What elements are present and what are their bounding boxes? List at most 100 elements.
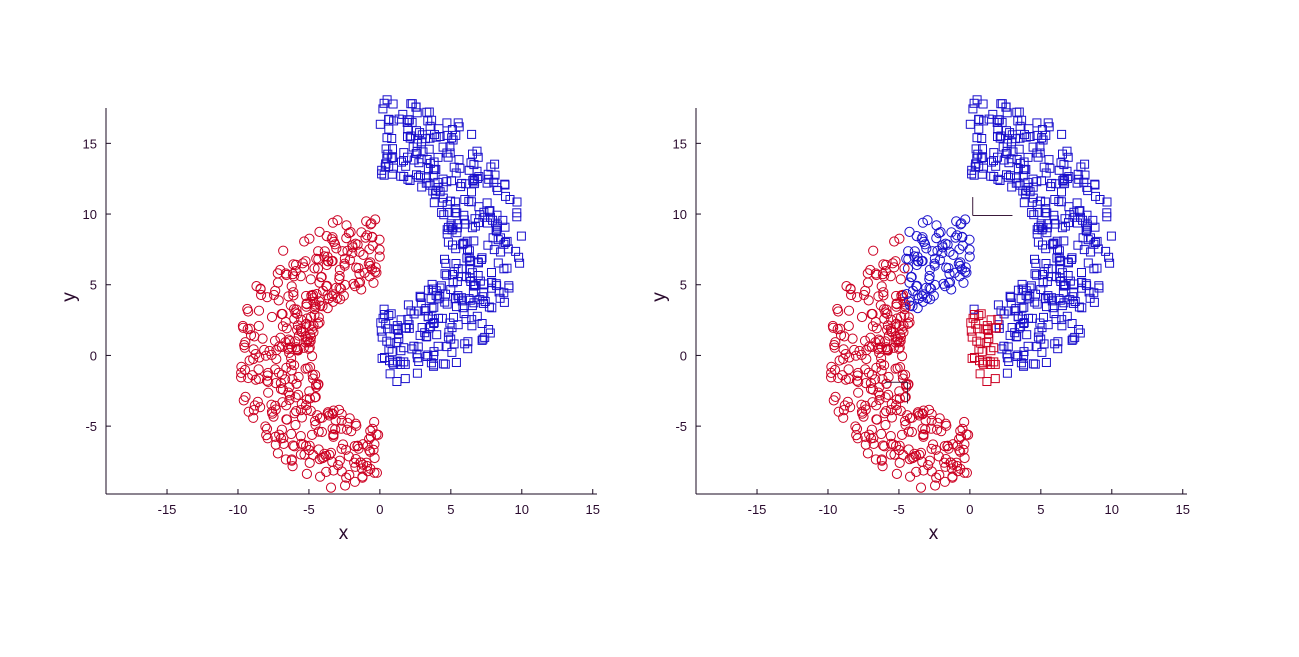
point-square <box>1073 169 1083 179</box>
point-square <box>1051 315 1061 324</box>
point-square <box>1007 323 1017 332</box>
point-square <box>1030 359 1040 369</box>
point-square <box>1019 318 1029 328</box>
point-square <box>442 130 452 140</box>
point-circle <box>313 246 324 257</box>
point-circle <box>365 446 376 457</box>
point-circle <box>960 266 971 277</box>
point-square <box>1094 281 1104 291</box>
point-square <box>1012 155 1022 164</box>
point-circle <box>891 318 902 329</box>
point-square <box>1039 162 1049 172</box>
point-circle <box>285 300 296 311</box>
point-circle <box>877 269 889 280</box>
point-circle <box>266 311 278 323</box>
point-circle <box>336 443 347 454</box>
point-circle <box>937 242 948 253</box>
point-square <box>421 178 431 188</box>
point-circle <box>255 283 266 294</box>
point-circle <box>268 289 280 301</box>
x-tick-label: 5 <box>1037 502 1044 517</box>
point-square <box>443 332 453 342</box>
point-circle <box>365 425 376 436</box>
point-circle <box>860 285 871 296</box>
point-square <box>446 219 456 229</box>
point-square <box>479 207 489 217</box>
y-tick-label: 10 <box>83 207 97 222</box>
point-circle <box>355 457 366 468</box>
point-square <box>398 109 408 119</box>
point-circle <box>336 415 347 426</box>
point-square <box>1038 135 1048 145</box>
point-square <box>981 324 991 334</box>
point-circle <box>928 290 939 301</box>
point-circle <box>949 267 960 278</box>
point-circle <box>371 467 382 478</box>
point-square <box>461 179 471 189</box>
point-square <box>442 148 452 158</box>
x-tick-label: -10 <box>229 502 248 517</box>
point-square <box>1043 118 1053 128</box>
y-tick-label: 15 <box>673 136 687 151</box>
point-circle <box>340 444 351 455</box>
point-circle <box>253 305 265 316</box>
point-square <box>451 204 461 214</box>
point-square <box>993 300 1003 310</box>
point-square <box>1043 320 1053 330</box>
point-circle <box>955 425 966 436</box>
point-circle <box>350 418 361 429</box>
point-circle <box>900 302 911 313</box>
point-circle <box>917 456 928 467</box>
point-square <box>473 271 483 280</box>
point-circle <box>891 290 902 302</box>
point-circle <box>868 245 879 256</box>
point-circle <box>309 263 320 274</box>
point-square <box>512 212 522 222</box>
point-circle <box>308 320 319 331</box>
point-square <box>1062 174 1072 183</box>
point-circle <box>849 344 860 356</box>
point-square <box>1014 144 1024 154</box>
point-circle <box>262 292 273 303</box>
point-square <box>441 258 451 268</box>
point-square <box>1031 258 1041 268</box>
point-circle <box>277 384 288 395</box>
point-square <box>464 196 474 206</box>
point-circle <box>273 295 284 306</box>
point-square <box>393 329 403 339</box>
point-circle <box>270 285 281 296</box>
point-circle <box>880 392 891 403</box>
point-circle <box>871 362 882 373</box>
point-circle <box>903 254 914 265</box>
point-square <box>381 319 391 329</box>
point-square <box>444 327 454 337</box>
point-circle <box>846 289 857 301</box>
point-circle <box>307 289 319 300</box>
point-square <box>440 359 450 369</box>
point-circle <box>301 290 312 302</box>
point-circle <box>954 433 965 445</box>
point-square <box>985 360 995 369</box>
point-square <box>465 295 475 305</box>
point-circle <box>307 351 318 362</box>
point-square <box>1039 312 1048 322</box>
point-square <box>477 335 487 345</box>
point-circle <box>911 466 922 477</box>
point-circle <box>890 256 901 267</box>
point-circle <box>879 304 890 315</box>
point-circle <box>346 426 357 437</box>
point-circle <box>909 448 920 459</box>
point-square <box>1046 293 1056 303</box>
point-square <box>1032 118 1042 128</box>
point-circle <box>925 283 937 294</box>
point-circle <box>888 439 899 450</box>
point-circle <box>885 449 897 460</box>
point-circle <box>367 423 378 434</box>
point-circle <box>257 333 268 344</box>
point-square <box>1068 334 1078 344</box>
point-circle <box>272 277 283 288</box>
point-square <box>993 115 1003 125</box>
x-axis-label: x <box>339 523 349 544</box>
point-square <box>1032 229 1042 239</box>
point-square <box>1041 358 1051 367</box>
